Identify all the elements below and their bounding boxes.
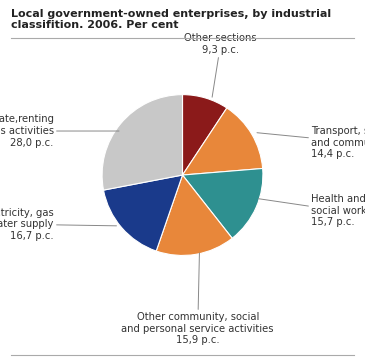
Wedge shape [104,175,182,251]
Text: Electricity, gas
and water supply
16,7 p.c.: Electricity, gas and water supply 16,7 p… [0,207,116,241]
Wedge shape [182,95,227,175]
Text: Health and
social work
15,7 p.c.: Health and social work 15,7 p.c. [259,194,365,227]
Text: Local government-owned enterprises, by industrial: Local government-owned enterprises, by i… [11,9,331,19]
Text: Real estate,renting
and business activities
28,0 p.c.: Real estate,renting and business activit… [0,114,119,148]
Wedge shape [182,108,263,175]
Text: classifition. 2006. Per cent: classifition. 2006. Per cent [11,20,178,30]
Wedge shape [182,168,263,238]
Wedge shape [156,175,232,256]
Text: Transport, storage
and communication
14,4 p.c.: Transport, storage and communication 14,… [257,126,365,159]
Text: Other sections
9,3 p.c.: Other sections 9,3 p.c. [184,33,257,97]
Text: Other community, social
and personal service activities
15,9 p.c.: Other community, social and personal ser… [122,253,274,345]
Wedge shape [102,95,182,190]
